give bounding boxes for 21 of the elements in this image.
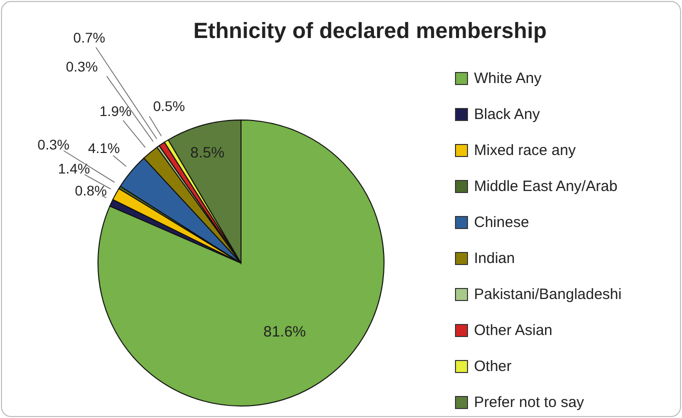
legend-label: Middle East Any/Arab bbox=[474, 178, 618, 194]
data-label: 0.7% bbox=[73, 29, 106, 46]
data-label: 4.1% bbox=[88, 140, 120, 156]
legend-label: Indian bbox=[474, 250, 515, 266]
chart-title: Ethnicity of declared membership bbox=[192, 18, 548, 44]
data-label: 0.3% bbox=[38, 136, 70, 152]
legend-label: Prefer not to say bbox=[474, 394, 584, 410]
data-label: 0.8% bbox=[74, 182, 107, 199]
data-label: 0.5% bbox=[153, 98, 185, 114]
legend-label: Pakistani/Bangladeshi bbox=[474, 286, 622, 302]
legend-label: Chinese bbox=[474, 214, 530, 230]
legend-label: Mixed race any bbox=[474, 142, 576, 158]
data-label: 8.5% bbox=[190, 144, 224, 162]
data-label: 0.3% bbox=[66, 58, 98, 75]
data-label: 1.9% bbox=[99, 103, 132, 120]
data-label: 1.4% bbox=[58, 160, 90, 177]
legend-label: Other Asian bbox=[474, 322, 552, 338]
legend-label: White Any bbox=[474, 70, 542, 86]
data-label: 81.6% bbox=[263, 324, 306, 341]
legend-label: Other bbox=[474, 358, 512, 374]
legend-label: Black Any bbox=[474, 106, 540, 122]
